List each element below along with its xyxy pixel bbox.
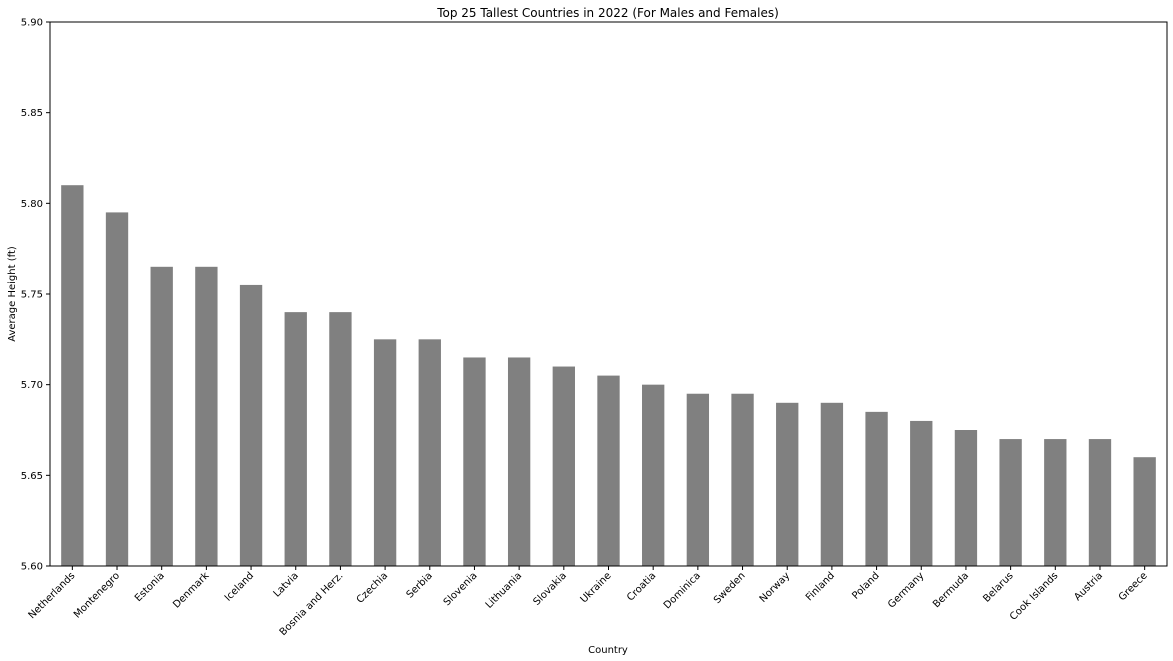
y-tick-label: 5.60	[21, 562, 43, 573]
x-tick-label: Slovenia	[442, 570, 480, 608]
bar	[910, 420, 933, 566]
bar	[1088, 439, 1112, 566]
bar	[1044, 439, 1067, 566]
y-tick-label: 5.80	[21, 199, 43, 210]
x-tick-label: Sweden	[712, 570, 748, 606]
bar	[776, 402, 799, 566]
y-axis: 5.60 5.65 5.70 5.75 5.80 5.85 5.90	[21, 18, 50, 573]
x-tick-label: Austria	[1072, 570, 1105, 603]
bar	[954, 430, 978, 566]
x-tick-label: Greece	[1117, 570, 1150, 603]
x-tick-label: Estonia	[133, 570, 167, 604]
bar	[61, 185, 84, 566]
x-tick-label: Belarus	[981, 570, 1015, 604]
chart-title: Top 25 Tallest Countries in 2022 (For Ma…	[436, 6, 779, 20]
bar	[820, 402, 844, 566]
x-tick-label: Croatia	[625, 570, 658, 603]
x-tick-label: Czechia	[355, 570, 390, 605]
bar	[1133, 457, 1156, 566]
plot-frame	[49, 21, 1168, 567]
bar	[418, 339, 441, 566]
x-tick-label: Bermuda	[931, 570, 971, 610]
x-tick-label: Germany	[886, 570, 926, 610]
x-tick-label: Ukraine	[579, 570, 614, 605]
y-tick-label: 5.85	[21, 108, 43, 119]
bar	[329, 312, 352, 566]
x-tick-label: Latvia	[272, 570, 301, 599]
x-tick-label: Denmark	[171, 570, 211, 610]
y-tick-label: 5.90	[21, 18, 43, 29]
bar	[105, 212, 129, 566]
bar	[686, 393, 710, 566]
bar	[284, 312, 307, 566]
x-tick-label: Slovakia	[531, 570, 568, 607]
x-tick-label: Finland	[804, 570, 837, 603]
y-tick-label: 5.70	[21, 380, 43, 391]
bar	[373, 339, 397, 566]
bar	[463, 357, 486, 566]
x-tick-label: Serbia	[405, 570, 435, 600]
bar	[195, 266, 218, 566]
x-tick-label: Cook Islands	[1008, 570, 1060, 622]
bar	[865, 411, 888, 566]
x-tick-label: Netherlands	[27, 570, 78, 621]
y-axis-title: Average Height (ft)	[7, 246, 18, 342]
bar	[731, 393, 754, 566]
bars-group	[61, 185, 1156, 566]
bar	[507, 357, 531, 566]
x-tick-label: Poland	[850, 570, 881, 601]
x-tick-label: Dominica	[662, 570, 703, 611]
bar	[642, 384, 665, 566]
bar	[999, 439, 1022, 566]
x-tick-label: Iceland	[223, 570, 256, 603]
y-tick-label: 5.75	[21, 290, 43, 301]
x-tick-label: Norway	[758, 570, 793, 605]
y-tick-label: 5.65	[21, 471, 43, 482]
bar	[552, 366, 575, 566]
x-axis-title: Country	[588, 645, 628, 656]
x-tick-label: Lithuania	[484, 570, 525, 611]
bar	[239, 284, 263, 566]
x-tick-label: Montenegro	[72, 570, 122, 620]
bar	[597, 375, 620, 566]
bar	[150, 266, 173, 566]
